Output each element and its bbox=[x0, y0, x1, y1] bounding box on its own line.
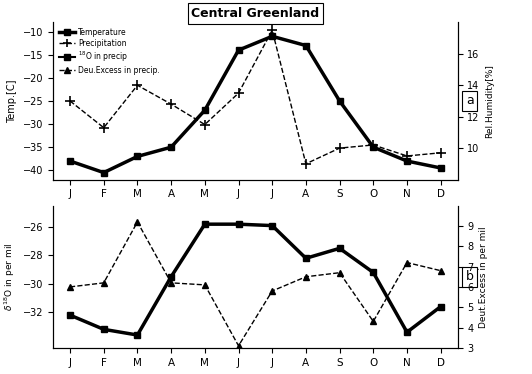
Legend: Temperature, Precipitation, $^{18}$O in precip, Deu.Excess in precip.: Temperature, Precipitation, $^{18}$O in … bbox=[57, 26, 162, 76]
Title: Central Greenland: Central Greenland bbox=[192, 7, 319, 20]
Y-axis label: Rel.Humidity[%]: Rel.Humidity[%] bbox=[485, 64, 494, 138]
Y-axis label: Temp.[C]: Temp.[C] bbox=[7, 79, 18, 123]
Text: a: a bbox=[466, 95, 473, 107]
Text: b: b bbox=[466, 270, 473, 283]
Y-axis label: $\delta^{18}$O in per mil: $\delta^{18}$O in per mil bbox=[3, 243, 18, 311]
Y-axis label: Deut.Excess in per mil: Deut.Excess in per mil bbox=[479, 226, 488, 328]
